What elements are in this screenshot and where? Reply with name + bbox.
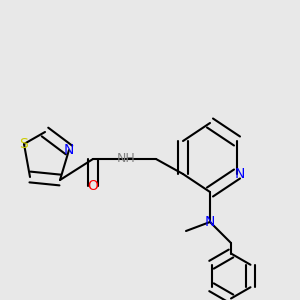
- Text: N: N: [205, 215, 215, 229]
- Text: N: N: [235, 167, 245, 181]
- Text: NH: NH: [117, 152, 135, 166]
- Text: N: N: [64, 143, 74, 157]
- Text: O: O: [88, 179, 98, 193]
- Text: S: S: [20, 137, 28, 151]
